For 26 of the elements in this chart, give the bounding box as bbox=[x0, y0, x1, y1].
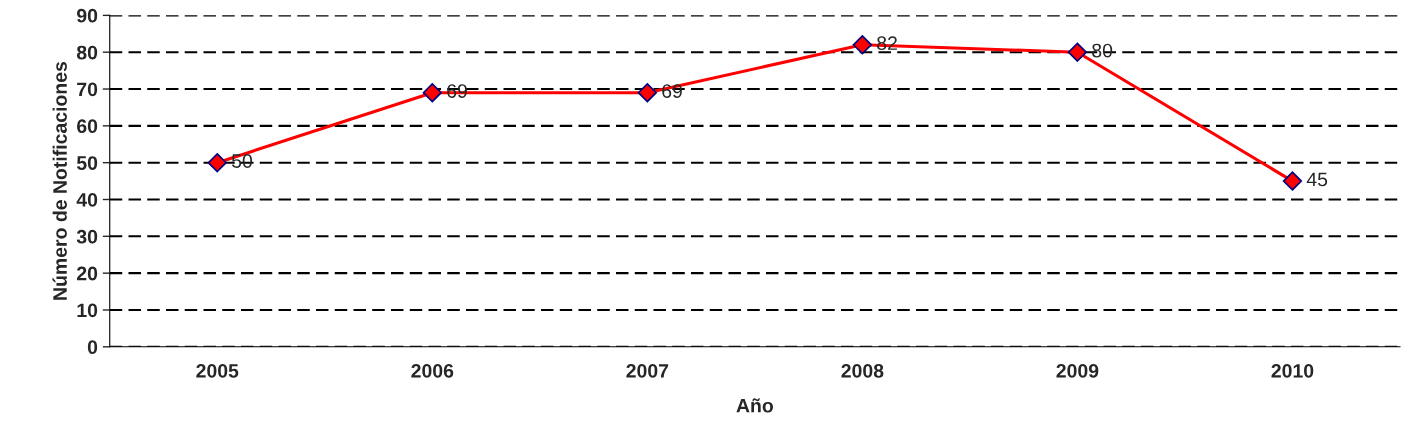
data-label: 45 bbox=[1306, 172, 1328, 187]
data-label: 69 bbox=[447, 84, 467, 98]
y-tick-label: 90 bbox=[76, 8, 98, 23]
x-tick-label: 2010 bbox=[1271, 363, 1314, 378]
point bbox=[422, 83, 442, 103]
point bbox=[1067, 42, 1088, 62]
y-tick-label: 40 bbox=[76, 192, 98, 207]
y-tick-label: 70 bbox=[77, 82, 98, 97]
y-tick-label: 30 bbox=[76, 229, 98, 244]
y-tick-label: 20 bbox=[76, 266, 98, 281]
y-axis-title: Número de Notificaciones bbox=[52, 61, 67, 300]
x-tick-label: 2008 bbox=[841, 363, 884, 378]
point bbox=[637, 83, 658, 103]
point bbox=[1282, 171, 1303, 191]
x-tick-label: 2007 bbox=[626, 363, 669, 378]
y-tick-label: 60 bbox=[77, 119, 98, 134]
y-tick-label: 10 bbox=[77, 303, 98, 318]
y-tick-label: 0 bbox=[87, 340, 98, 355]
y-tick-label: 50 bbox=[76, 156, 98, 170]
x-tick-label: 2005 bbox=[196, 363, 239, 378]
x-tick-label: 2006 bbox=[411, 363, 454, 378]
x-tick-label: 2009 bbox=[1056, 363, 1099, 378]
point bbox=[207, 152, 227, 173]
x-axis-title: Año bbox=[736, 398, 773, 413]
y-tick-label: 80 bbox=[76, 45, 98, 60]
point bbox=[852, 35, 873, 55]
